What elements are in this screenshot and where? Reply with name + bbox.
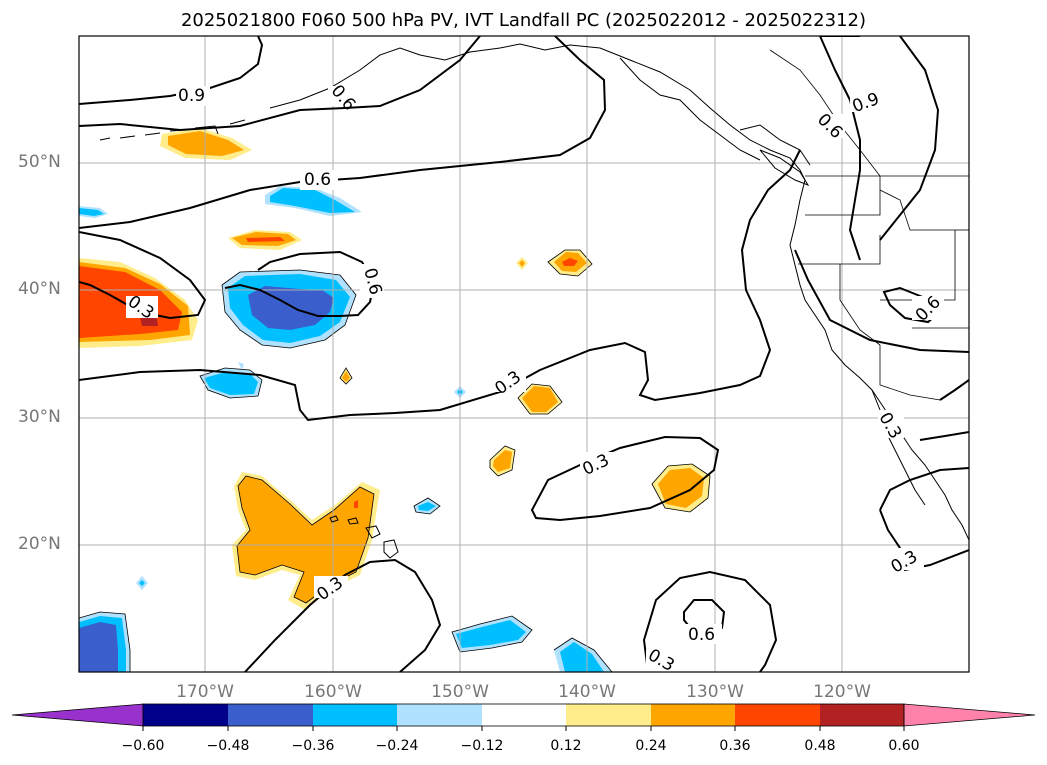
colorbar-segment xyxy=(735,704,820,726)
colorbar-segment xyxy=(482,704,566,726)
colorbar-segment xyxy=(143,704,228,726)
lat-label: 50°N xyxy=(18,152,61,172)
contour-label: 0.6 xyxy=(304,170,331,190)
lat-label: 20°N xyxy=(18,534,61,554)
colorbar-tick-label: 0.36 xyxy=(719,738,751,754)
contour-label: 0.9 xyxy=(178,86,205,106)
pv-fill-regions xyxy=(79,128,710,672)
lon-label: 150°W xyxy=(431,682,489,702)
plot-frame xyxy=(78,35,970,673)
colorbar-tick-label: 0.12 xyxy=(550,738,582,754)
grid-lines xyxy=(79,36,969,672)
map-title: 2025021800 F060 500 hPa PV, IVT Landfall… xyxy=(180,10,867,31)
colorbar-tick-label: −0.12 xyxy=(460,738,504,754)
colorbar-segment xyxy=(566,704,651,726)
pv-bold-contours xyxy=(79,36,969,672)
lon-label: 160°W xyxy=(304,682,362,702)
colorbar xyxy=(11,703,1036,731)
colorbar-segment xyxy=(397,704,482,726)
colorbar-tick-label: 0.24 xyxy=(635,738,667,754)
colorbar-extend-min xyxy=(11,703,144,727)
lon-label: 120°W xyxy=(813,682,871,702)
colorbar-tick-label: −0.48 xyxy=(206,738,250,754)
colorbar-tick-label: −0.36 xyxy=(291,738,335,754)
lon-label: 170°W xyxy=(176,682,234,702)
colorbar-tick-label: 0.60 xyxy=(888,738,920,754)
colorbar-segment xyxy=(651,704,735,726)
coastlines xyxy=(99,43,969,559)
contour-label-group: 0.9 0.6 0.6 0.3 0.6 0.6 0.9 0.3 0.3 0.3 … xyxy=(124,81,945,672)
colorbar-segment xyxy=(820,704,904,726)
lon-label: 140°W xyxy=(558,682,616,702)
political-borders xyxy=(769,49,969,401)
pv-thin-contours xyxy=(79,249,711,672)
lat-label: 40°N xyxy=(18,279,61,299)
colorbar-segment xyxy=(313,704,397,726)
colorbar-extend-max xyxy=(903,703,1036,727)
lat-label: 30°N xyxy=(18,407,61,427)
contour-label: 0.6 xyxy=(688,625,715,645)
lon-label: 130°W xyxy=(686,682,744,702)
colorbar-segment xyxy=(228,704,313,726)
colorbar-tick-label: −0.60 xyxy=(121,738,165,754)
colorbar-tick-label: 0.48 xyxy=(804,738,836,754)
colorbar-tick-label: −0.24 xyxy=(375,738,419,754)
colorbar-outline xyxy=(142,703,905,727)
